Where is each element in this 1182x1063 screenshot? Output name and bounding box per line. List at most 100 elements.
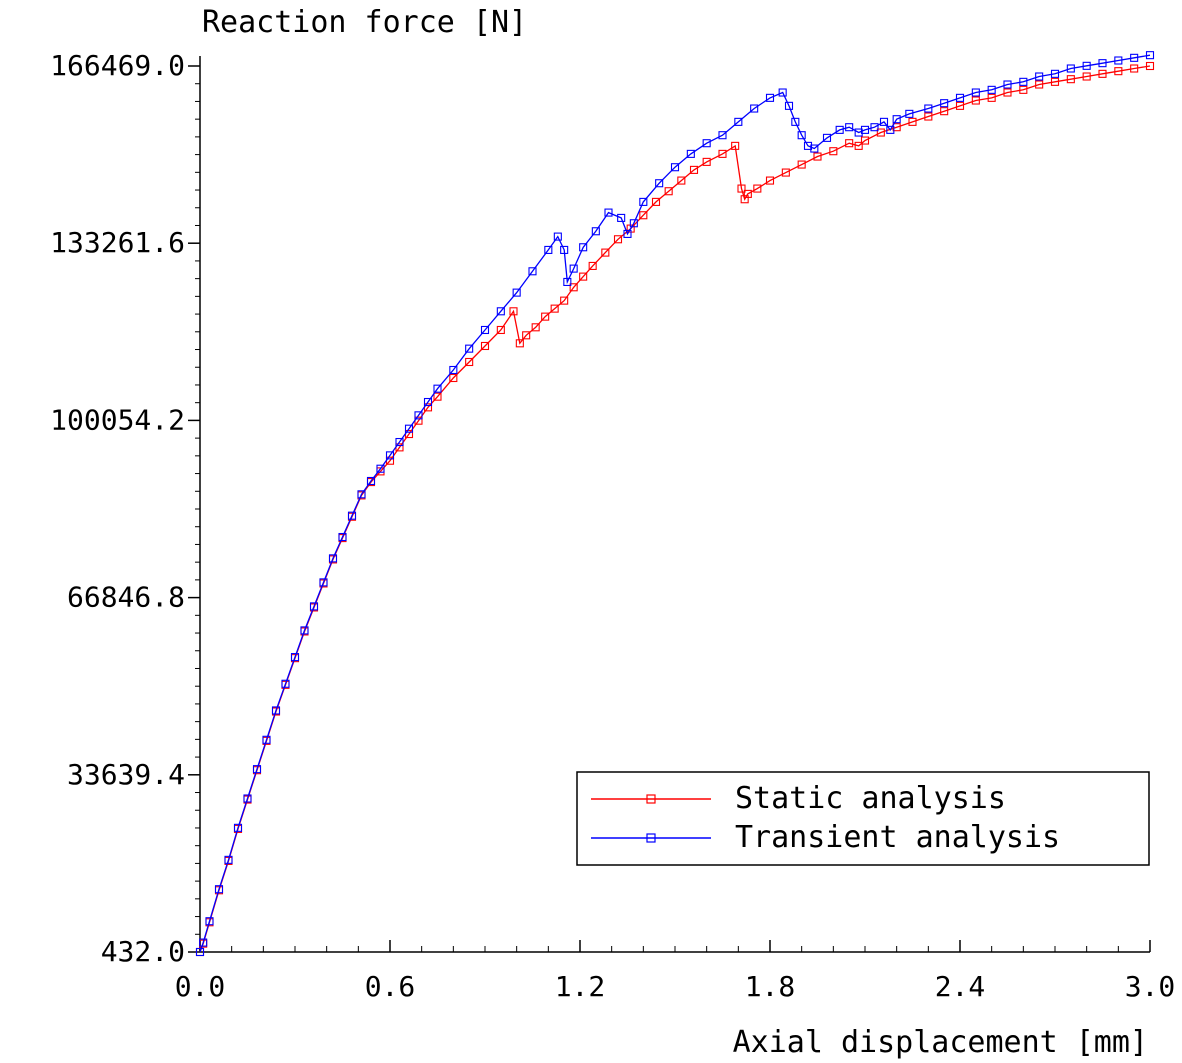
legend-box bbox=[576, 771, 1150, 866]
data-point bbox=[404, 424, 414, 433]
data-point bbox=[544, 245, 553, 254]
data-point bbox=[784, 101, 794, 110]
data-point bbox=[822, 133, 832, 142]
data-point bbox=[677, 176, 686, 185]
data-point bbox=[496, 307, 505, 316]
data-point bbox=[778, 88, 787, 97]
x-tick-label: 0.6 bbox=[365, 970, 416, 1003]
data-point bbox=[955, 93, 965, 102]
data-point bbox=[465, 357, 474, 367]
data-point bbox=[347, 511, 357, 520]
legend: Static analysis Transient analysis bbox=[576, 771, 1150, 866]
data-point bbox=[433, 392, 442, 401]
data-point bbox=[854, 141, 863, 150]
legend-marker-transient bbox=[646, 833, 656, 843]
data-point bbox=[1035, 80, 1044, 89]
data-point bbox=[765, 176, 775, 185]
data-point bbox=[845, 123, 854, 132]
data-point bbox=[702, 139, 711, 148]
x-tick-label: 2.4 bbox=[935, 970, 986, 1003]
data-point bbox=[753, 184, 762, 193]
data-point bbox=[1019, 85, 1028, 94]
series-layer bbox=[195, 51, 1155, 957]
legend-label-transient: Transient analysis bbox=[735, 820, 1060, 855]
data-point bbox=[797, 131, 806, 140]
data-point bbox=[522, 331, 531, 340]
data-point bbox=[1098, 59, 1107, 68]
data-point bbox=[689, 165, 699, 174]
x-tick-label: 1.2 bbox=[555, 970, 606, 1003]
data-point bbox=[423, 397, 433, 407]
x-tick-label: 0.0 bbox=[175, 970, 226, 1003]
data-point bbox=[357, 490, 366, 499]
data-point bbox=[791, 117, 800, 126]
data-point bbox=[651, 197, 661, 206]
data-point bbox=[338, 532, 347, 542]
data-point bbox=[1035, 72, 1044, 81]
x-tick-label: 3.0 bbox=[1125, 970, 1176, 1003]
data-point bbox=[271, 706, 281, 715]
data-point bbox=[892, 123, 901, 132]
data-point bbox=[233, 823, 243, 832]
data-point bbox=[623, 229, 632, 238]
data-point bbox=[563, 277, 572, 286]
data-point bbox=[734, 117, 743, 126]
data-point bbox=[515, 339, 524, 348]
data-point bbox=[737, 184, 746, 193]
data-point bbox=[496, 325, 505, 335]
data-point bbox=[835, 125, 844, 134]
y-axis-title: Reaction force [N] bbox=[202, 5, 527, 40]
x-ticks: 0.0 0.6 1.2 1.8 2.4 3.0 bbox=[175, 940, 1176, 1003]
data-point bbox=[940, 99, 949, 108]
data-point bbox=[601, 248, 610, 257]
data-point bbox=[892, 115, 901, 124]
data-point bbox=[639, 211, 648, 220]
data-point bbox=[553, 232, 562, 241]
y-tick-label: 166469.0 bbox=[50, 49, 185, 82]
axes: 432.0 33639.4 66846.8 100054.2 133261.6 16646… bbox=[50, 49, 1175, 1003]
data-point bbox=[908, 117, 917, 126]
data-point bbox=[987, 85, 996, 94]
data-point bbox=[1066, 64, 1075, 73]
data-point bbox=[629, 219, 638, 228]
y-ticks: 432.0 33639.4 66846.8 100054.2 133261.6 16646… bbox=[50, 49, 200, 968]
data-point bbox=[560, 296, 569, 305]
data-point bbox=[205, 917, 214, 926]
data-point bbox=[290, 653, 300, 662]
data-point bbox=[224, 855, 233, 864]
data-point bbox=[655, 179, 664, 188]
data-point bbox=[886, 125, 895, 134]
legend-marker-static bbox=[646, 794, 656, 804]
data-point bbox=[810, 144, 819, 153]
data-point bbox=[1019, 77, 1028, 86]
data-point bbox=[319, 578, 328, 587]
data-point bbox=[1098, 69, 1107, 78]
data-point bbox=[1145, 61, 1155, 71]
data-point bbox=[971, 88, 980, 97]
data-point bbox=[924, 112, 933, 121]
data-point bbox=[670, 163, 680, 172]
data-point bbox=[743, 189, 752, 198]
x-tick-label: 1.8 bbox=[745, 970, 796, 1003]
data-point bbox=[328, 554, 338, 563]
data-point bbox=[876, 128, 885, 137]
data-point bbox=[781, 168, 790, 177]
data-point bbox=[829, 147, 838, 156]
data-point bbox=[664, 187, 673, 196]
series-1 bbox=[195, 51, 1155, 957]
x-axis-title: Axial displacement [mm] bbox=[733, 1025, 1148, 1060]
data-point bbox=[845, 139, 854, 148]
data-point bbox=[879, 117, 889, 126]
data-point bbox=[512, 288, 521, 297]
data-point bbox=[940, 107, 949, 116]
data-point bbox=[385, 451, 395, 460]
data-point bbox=[797, 160, 806, 169]
data-point bbox=[870, 123, 879, 132]
data-point bbox=[1003, 88, 1012, 97]
y-tick-label: 432.0 bbox=[101, 935, 185, 968]
data-point bbox=[550, 304, 559, 313]
data-point bbox=[588, 261, 597, 270]
data-point bbox=[613, 235, 623, 244]
data-point bbox=[639, 197, 648, 206]
